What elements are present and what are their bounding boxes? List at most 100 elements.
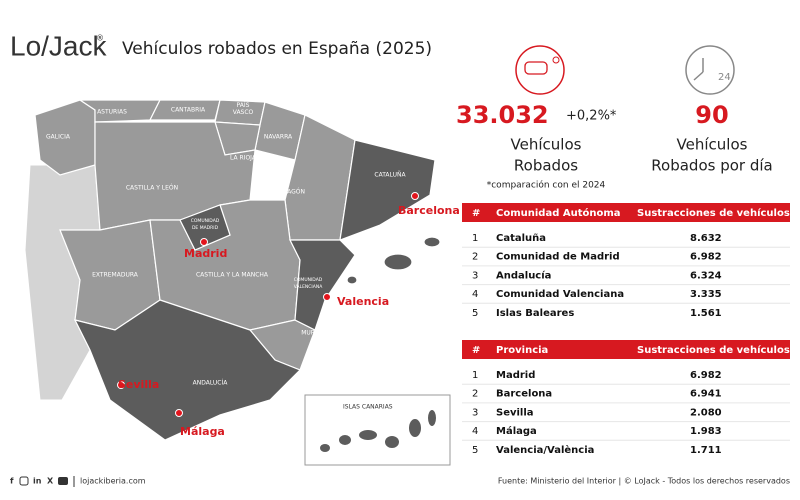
table-cell: Valencia/València — [496, 444, 594, 456]
city-marker — [117, 381, 125, 389]
region-label: GALICIA — [46, 134, 71, 141]
table-cell: Málaga — [496, 425, 537, 437]
city-marker — [175, 409, 183, 417]
table-cell: 1 — [472, 233, 478, 244]
region-label: ISLAS BALEARES — [373, 279, 423, 286]
table-cell: 6.982 — [690, 252, 722, 263]
region-label: COMUNIDAD — [191, 218, 220, 224]
island — [423, 236, 441, 248]
region-label: CASTILLA Y LEÓN — [126, 185, 178, 192]
table-cell: 2.080 — [690, 407, 722, 418]
region-shape-highlight — [179, 204, 231, 251]
table-cell: 5 — [472, 445, 478, 456]
title: Vehículos robados en España (2025) — [122, 39, 432, 59]
logo-mark: ® — [96, 34, 104, 43]
region-label: PAÍS — [237, 102, 250, 109]
city-marker — [200, 238, 208, 246]
thief-icon — [552, 56, 560, 64]
table-cell: 6.324 — [690, 270, 722, 281]
region-label: LA RIOJA — [230, 155, 257, 162]
island — [383, 253, 413, 271]
table-cell: 1 — [472, 370, 478, 381]
city-label: Málaga — [180, 425, 225, 438]
table-cell: 2 — [472, 252, 478, 263]
table-cell: 6.941 — [690, 389, 722, 400]
header-cell: # — [472, 345, 480, 356]
region-label: ISLAS CANARIAS — [343, 404, 393, 411]
stat-label: Vehículos — [511, 136, 582, 154]
region-label: VASCO — [233, 109, 254, 116]
car-icon — [515, 45, 565, 95]
social-icon[interactable] — [19, 476, 29, 486]
island — [346, 275, 358, 285]
table-cell: Madrid — [496, 370, 535, 381]
city-marker — [411, 192, 419, 200]
table-cell: Comunidad Valenciana — [496, 289, 624, 300]
header-cell: Sustracciones de vehículos — [637, 207, 790, 219]
table-cell: 3 — [472, 270, 478, 281]
social-icon[interactable] — [58, 477, 68, 485]
region-label: MURCIA — [301, 330, 325, 337]
table-cell: 8.632 — [690, 233, 722, 244]
region-label: ARAGÓN — [279, 189, 305, 196]
source: Fuente: Ministerio del Interior | © LoJa… — [498, 477, 790, 486]
region-label: DE MADRID — [192, 225, 219, 231]
region-label: CASTILLA Y LA MANCHA — [196, 272, 269, 279]
header-cell: Sustracciones de vehículos — [637, 344, 790, 356]
island — [428, 410, 436, 426]
stat-note: *comparación con el 2024 — [487, 180, 606, 191]
city-marker — [323, 293, 331, 301]
region-label: NAVARRA — [264, 134, 293, 141]
table-header — [462, 340, 790, 359]
clock-text: 24 — [718, 72, 731, 83]
island — [320, 444, 330, 452]
table-cell: 1.561 — [690, 308, 722, 319]
header-cell: # — [472, 208, 480, 219]
table-cell: 2 — [472, 389, 478, 400]
region-shape-highlight — [73, 299, 302, 441]
region-shape — [254, 101, 306, 161]
region-label: VALENCIANA — [294, 284, 323, 290]
table-cell: 1.983 — [690, 426, 722, 437]
stat-value: 90 — [695, 101, 728, 129]
region-label: CANTABRIA — [171, 107, 206, 114]
region-label: ASTURIAS — [97, 109, 127, 116]
city-label: Barcelona — [398, 204, 460, 217]
social-icon[interactable]: f — [10, 477, 14, 486]
city-label: Sevilla — [118, 378, 159, 391]
header-cell: Provincia — [496, 345, 548, 356]
island — [409, 419, 421, 437]
table-cell: 4 — [472, 289, 478, 300]
table-cell: Andalucía — [496, 269, 551, 281]
stat-change: +0,2%* — [566, 109, 617, 124]
region-label: EXTREMADURA — [92, 272, 139, 279]
stat-label: Robados por día — [651, 157, 772, 175]
table-cell: 3.335 — [690, 289, 722, 300]
city-label: Valencia — [337, 295, 389, 308]
city-label: Madrid — [184, 247, 227, 260]
table-cell: 3 — [472, 407, 478, 418]
stat-label: Robados — [514, 157, 578, 175]
social-icons: f in X — [10, 476, 68, 486]
table-cell: 4 — [472, 426, 478, 437]
social-icon[interactable]: X — [47, 477, 54, 486]
clock-hand — [693, 71, 704, 81]
inset-box — [304, 394, 451, 466]
table-cell: 6.982 — [690, 370, 722, 381]
table-cell: Cataluña — [496, 233, 546, 244]
website[interactable]: lojackiberia.com — [80, 477, 146, 486]
table-cell: 1.711 — [690, 445, 722, 456]
table-cell: Comunidad de Madrid — [496, 252, 620, 263]
island — [359, 430, 377, 440]
region-label: ANDALUCÍA — [193, 380, 229, 387]
region-shape — [78, 99, 161, 123]
clock-icon — [685, 45, 735, 95]
social-icon[interactable]: in — [33, 477, 42, 486]
region-shape-highlight — [339, 139, 436, 241]
table-cell: Islas Baleares — [496, 308, 574, 319]
stat-value: 33.032 — [456, 101, 549, 129]
header-cell: Comunidad Autónoma — [496, 207, 621, 219]
table-cell: 5 — [472, 308, 478, 319]
